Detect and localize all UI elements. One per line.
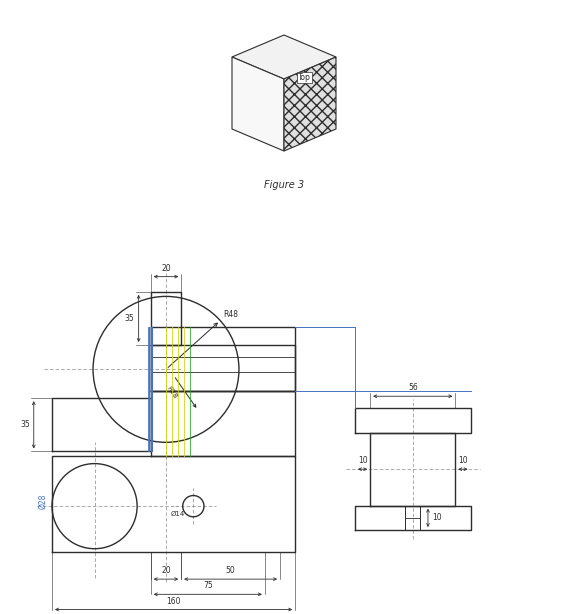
Text: 20: 20: [161, 566, 171, 575]
Text: 10: 10: [432, 513, 441, 523]
Text: Figure 3: Figure 3: [264, 180, 304, 190]
Text: Ø28: Ø28: [39, 494, 48, 509]
Text: 56: 56: [408, 383, 417, 392]
Text: Ø14: Ø14: [171, 511, 185, 517]
Text: 35: 35: [125, 314, 135, 323]
Text: Top: Top: [298, 72, 311, 82]
Polygon shape: [232, 57, 284, 151]
Text: R48: R48: [223, 309, 238, 319]
Text: 35: 35: [20, 421, 30, 429]
Text: 75: 75: [203, 581, 212, 590]
Text: 160: 160: [166, 597, 181, 605]
Text: 10: 10: [458, 456, 467, 465]
Text: 50: 50: [225, 566, 236, 575]
Text: 10: 10: [358, 456, 367, 465]
Polygon shape: [232, 35, 336, 79]
Text: R28: R28: [165, 386, 178, 400]
Polygon shape: [284, 57, 336, 151]
Text: 20: 20: [161, 263, 171, 273]
